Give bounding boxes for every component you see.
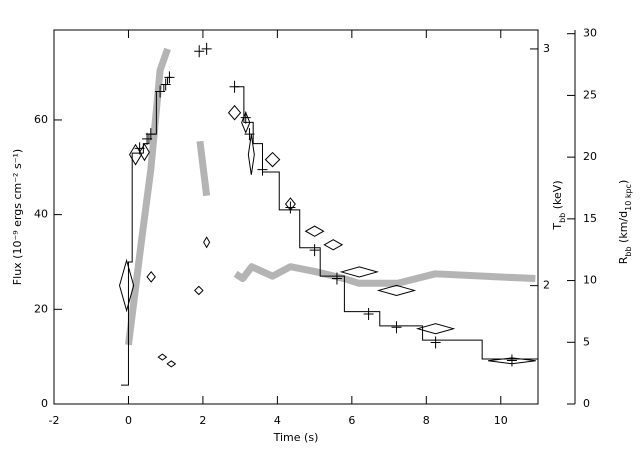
temperature-band xyxy=(124,47,536,346)
flux-point xyxy=(309,244,320,257)
plot-frame xyxy=(53,29,539,405)
flux-point xyxy=(391,321,402,334)
radius-diamond xyxy=(323,239,344,251)
radius-diamond xyxy=(241,111,251,134)
flux-point xyxy=(257,163,268,176)
radius-diamond xyxy=(376,284,417,297)
y3-tick-label: 30 xyxy=(583,27,597,40)
x-tick-label: 6 xyxy=(348,414,355,427)
y2-axis-label: Tbb (keV) xyxy=(551,180,567,230)
y-tick-label: 20 xyxy=(34,302,48,315)
y3-tick-label: 10 xyxy=(583,274,597,287)
radius-diamond xyxy=(415,323,456,335)
y2-tick-label: 3 xyxy=(543,42,550,55)
y3-tick-label: 0 xyxy=(583,397,590,410)
radius-diamond xyxy=(139,143,150,162)
flux-point xyxy=(430,336,441,349)
flux-point xyxy=(155,85,166,98)
y2-tick-label: 2 xyxy=(543,279,550,292)
radius-diamond xyxy=(284,197,296,211)
x-tick-label: 8 xyxy=(423,414,430,427)
radius-diamond xyxy=(304,225,325,237)
y2-axis-label-part: bb xyxy=(558,213,567,223)
radius-diamond xyxy=(247,134,255,175)
radius-diamond xyxy=(119,258,135,313)
radius-diamond xyxy=(146,271,156,283)
y3-tick-label: 20 xyxy=(583,150,597,163)
y3-tick-label: 5 xyxy=(583,335,590,348)
y3-axis-label-part: ) xyxy=(617,180,630,184)
radius-diamond xyxy=(227,104,242,121)
flux-point xyxy=(285,201,296,214)
radius-diamond xyxy=(488,357,536,365)
radius-diamond xyxy=(194,285,204,296)
flux-point xyxy=(201,42,212,55)
radius-diamond xyxy=(339,266,379,278)
y3-axis-label-part: R xyxy=(617,256,630,264)
y-tick-label: 0 xyxy=(41,397,48,410)
x-tick-label: 10 xyxy=(494,414,508,427)
y3-axis-label-part: (km/d xyxy=(617,211,630,247)
radius-diamond xyxy=(264,151,281,168)
y2-axis-label-part: (keV) xyxy=(551,180,564,212)
flux-point xyxy=(363,308,374,321)
y3-axis-label-part: 10 kpc xyxy=(624,184,633,211)
flux-point xyxy=(331,272,342,285)
flux-point xyxy=(145,128,156,141)
radius-diamond xyxy=(157,353,168,361)
flux-point xyxy=(160,78,171,91)
x-tick-label: -2 xyxy=(49,414,60,427)
y-tick-label: 40 xyxy=(34,208,48,221)
flux-point xyxy=(194,45,205,58)
radius-diamond xyxy=(203,236,211,249)
flux-point xyxy=(164,71,175,84)
radius-diamond xyxy=(166,360,177,368)
y3-tick-label: 15 xyxy=(583,212,597,225)
flux-point xyxy=(244,128,255,141)
y-axis-label: Flux (10⁻⁹ ergs cm⁻² s⁻¹) xyxy=(11,149,24,285)
x-tick-label: 4 xyxy=(274,414,281,427)
y3-axis-label: Rbb (km/d10 kpc) xyxy=(617,180,633,265)
flux-histogram xyxy=(121,76,538,386)
y3-tick-label: 25 xyxy=(583,88,597,101)
x-axis-label: Time (s) xyxy=(273,431,319,444)
y3-axis-label-part: bb xyxy=(624,246,633,256)
flux-point xyxy=(506,354,517,367)
x-tick-label: 0 xyxy=(125,414,132,427)
flux-point xyxy=(229,80,240,93)
x-tick-label: 2 xyxy=(199,414,206,427)
y-tick-label: 60 xyxy=(34,113,48,126)
y2-axis-label-part: T xyxy=(551,223,564,231)
